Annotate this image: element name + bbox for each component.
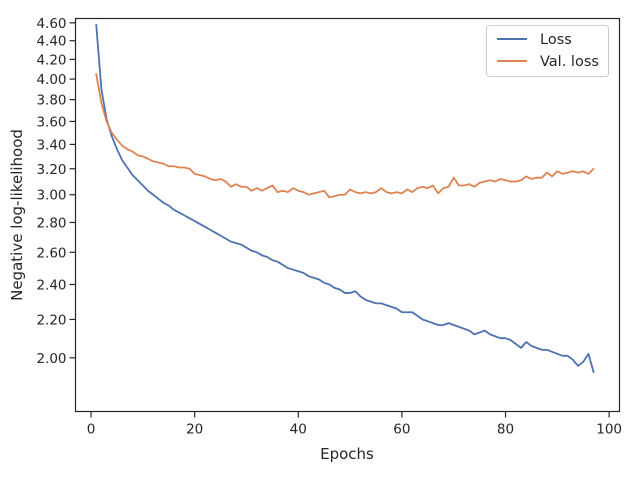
y-tick-label: 4.40 bbox=[36, 34, 66, 50]
x-axis-label: Epochs bbox=[320, 445, 374, 463]
y-tick-label: 3.80 bbox=[36, 93, 66, 109]
plot-frame bbox=[74, 17, 621, 413]
x-tick-label: 80 bbox=[497, 422, 514, 438]
y-tick-label: 4.20 bbox=[36, 52, 66, 68]
x-tick-label: 40 bbox=[290, 422, 307, 438]
series-line-loss bbox=[95, 23, 595, 374]
y-tick-label: 3.40 bbox=[36, 137, 66, 153]
y-tick-label: 3.00 bbox=[36, 188, 66, 204]
legend-label-loss: Loss bbox=[540, 32, 572, 48]
x-axis: 0 20 40 60 80 100 bbox=[87, 411, 622, 438]
y-axis-label: Negative log-likelihood bbox=[8, 129, 26, 301]
y-axis: 2.00 2.20 2.40 2.60 2.80 3.00 3.20 3.40 3.60 3.80… bbox=[36, 16, 76, 367]
x-tick-label: 100 bbox=[596, 422, 622, 438]
legend: Loss Val. loss bbox=[486, 25, 609, 77]
series-line-val-loss bbox=[95, 73, 595, 199]
y-tick-label: 2.20 bbox=[36, 312, 66, 328]
legend-label-val-loss: Val. loss bbox=[540, 54, 599, 70]
y-tick-label: 2.60 bbox=[36, 245, 66, 261]
y-tick-label: 3.20 bbox=[36, 162, 66, 178]
y-tick-label: 4.00 bbox=[36, 72, 66, 88]
x-tick-label: 20 bbox=[186, 422, 203, 438]
x-tick-label: 0 bbox=[87, 422, 96, 438]
y-tick-label: 2.40 bbox=[36, 277, 66, 293]
y-tick-label: 2.00 bbox=[36, 351, 66, 367]
series-layer bbox=[95, 23, 595, 374]
y-tick-label: 4.60 bbox=[36, 16, 66, 32]
y-tick-label: 2.80 bbox=[36, 215, 66, 231]
y-tick-label: 3.60 bbox=[36, 114, 66, 130]
x-tick-label: 60 bbox=[393, 422, 410, 438]
